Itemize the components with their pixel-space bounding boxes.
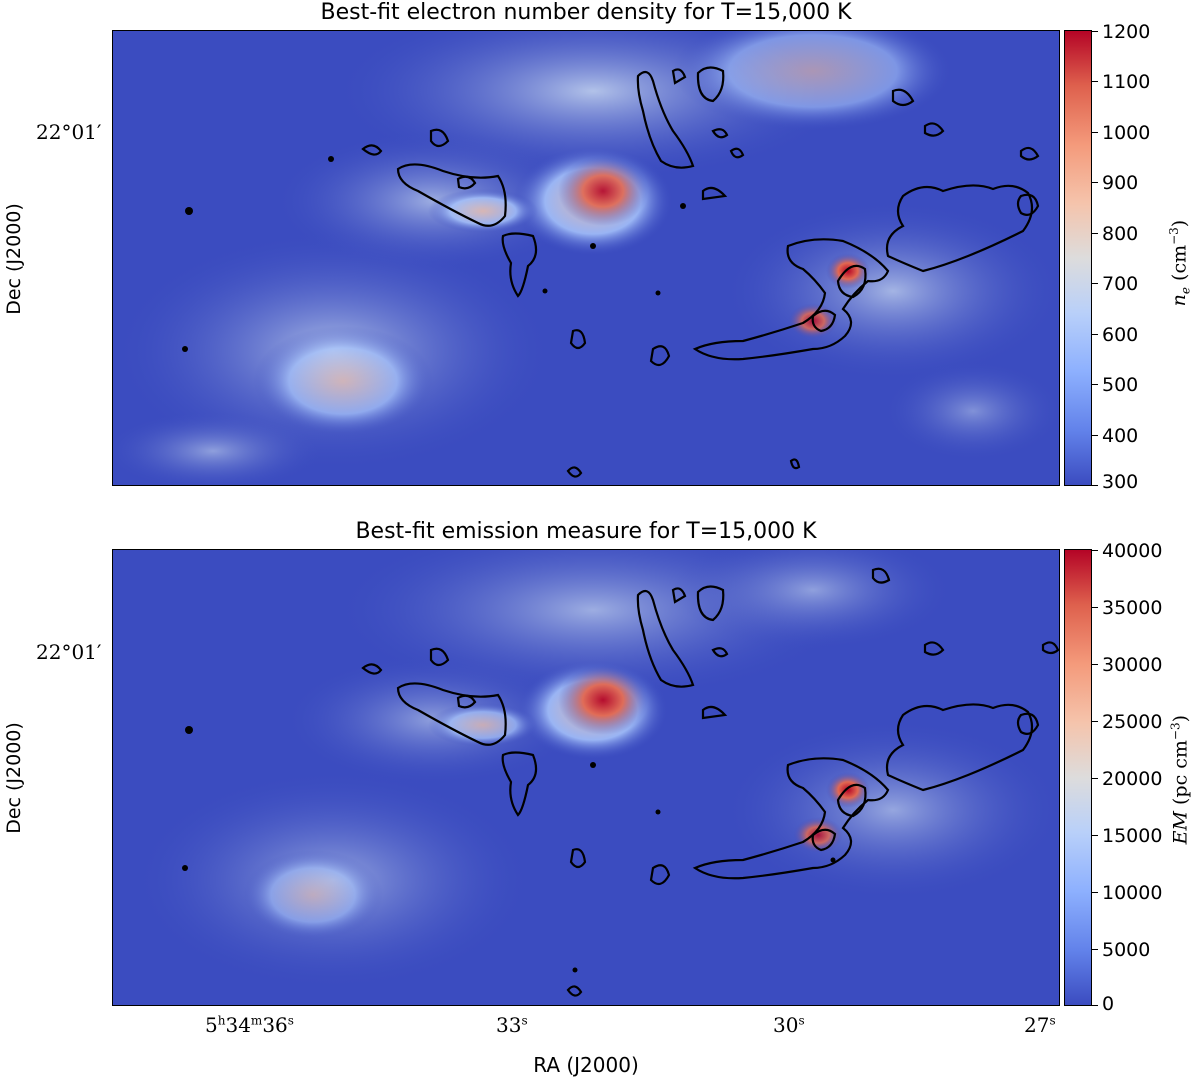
bottom-cbar-tick-label: 10000 bbox=[1102, 882, 1163, 904]
top-y-axis-label: Dec (J2000) bbox=[3, 203, 25, 315]
top-cbar-tick-label: 1000 bbox=[1102, 122, 1151, 144]
bottom-cbar-tick-label: 15000 bbox=[1102, 825, 1163, 847]
bottom-cbar-tick-label: 20000 bbox=[1102, 768, 1163, 790]
bottom-colorbar-title: EM (pc cm−3) bbox=[1168, 714, 1192, 845]
bottom-cbar-tick-label: 25000 bbox=[1102, 711, 1163, 733]
bottom-colorbar bbox=[1064, 549, 1092, 1006]
top-cbar-tick-label: 1200 bbox=[1102, 21, 1151, 43]
top-cbar-tick-label: 400 bbox=[1102, 425, 1139, 447]
bottom-cbar-tick-label: 0 bbox=[1102, 993, 1115, 1015]
bottom-cbar-tick-label: 35000 bbox=[1102, 597, 1163, 619]
top-cbar-tick-label: 700 bbox=[1102, 273, 1139, 295]
top-colorbar bbox=[1064, 30, 1092, 486]
bottom-y-tick-label: 22°01′ bbox=[36, 640, 102, 664]
bottom-cbar-tick-label: 40000 bbox=[1102, 540, 1163, 562]
bottom-y-axis-label: Dec (J2000) bbox=[3, 722, 25, 834]
top-heatmap bbox=[112, 30, 1060, 486]
bottom-panel-title: Best-fit emission measure for T=15,000 K bbox=[355, 519, 817, 544]
x-axis-label: RA (J2000) bbox=[533, 1053, 639, 1077]
top-panel-title: Best-fit electron number density for T=1… bbox=[320, 0, 852, 25]
bottom-cbar-tick-label: 30000 bbox=[1102, 654, 1163, 676]
x-tick-label-36s: 5h34m36s bbox=[205, 1013, 294, 1037]
x-tick-label-27s: 27s bbox=[1024, 1013, 1056, 1037]
top-cbar-tick-label: 1100 bbox=[1102, 71, 1151, 93]
bottom-heatmap bbox=[112, 549, 1060, 1006]
top-y-tick-label: 22°01′ bbox=[36, 120, 102, 144]
top-colorbar-title: ne (cm−3) bbox=[1166, 219, 1194, 307]
bottom-cbar-tick-label: 5000 bbox=[1102, 939, 1151, 961]
x-tick-label-33s: 33s bbox=[496, 1013, 528, 1037]
top-cbar-tick-label: 300 bbox=[1102, 471, 1139, 493]
top-cbar-tick-label: 600 bbox=[1102, 324, 1139, 346]
top-cbar-tick-label: 900 bbox=[1102, 172, 1139, 194]
x-tick-label-30s: 30s bbox=[773, 1013, 805, 1037]
top-cbar-tick-label: 500 bbox=[1102, 374, 1139, 396]
top-cbar-tick-label: 800 bbox=[1102, 223, 1139, 245]
